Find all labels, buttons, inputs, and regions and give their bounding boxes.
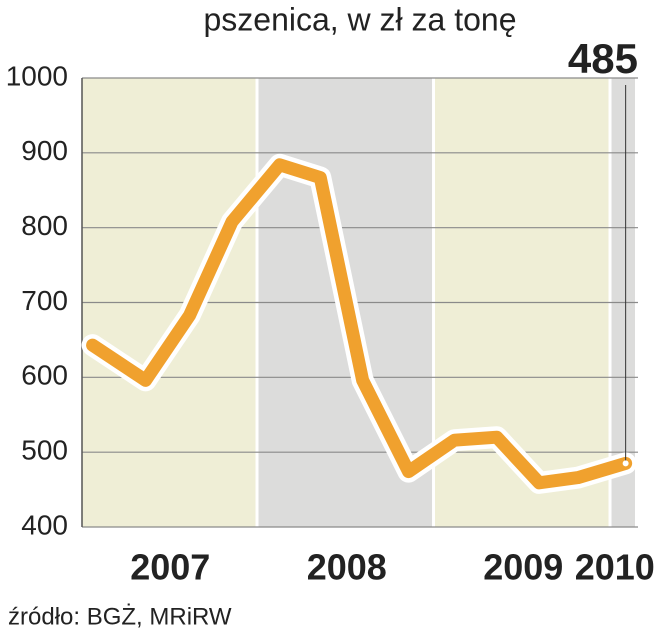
chart-title: pszenica, w zł za tonę [203,1,516,37]
line [86,158,633,490]
x-tick-label: 2009 [483,547,563,588]
last-value-label: 485 [568,35,638,82]
x-tick-label: 2007 [130,547,210,588]
last-point [622,460,629,467]
y-tick-label: 600 [21,360,68,391]
y-tick-label: 800 [21,210,68,241]
y-tick-label: 900 [21,135,68,166]
source: źródło: BGŻ, MRiRW [8,603,232,630]
x-tick-label: 2008 [307,547,387,588]
x-tick-label: 2010 [575,547,655,588]
y-tick-label: 1000 [6,60,68,91]
y-tick-label: 500 [21,435,68,466]
y-tick-label: 400 [21,509,68,540]
y-tick-label: 700 [21,285,68,316]
